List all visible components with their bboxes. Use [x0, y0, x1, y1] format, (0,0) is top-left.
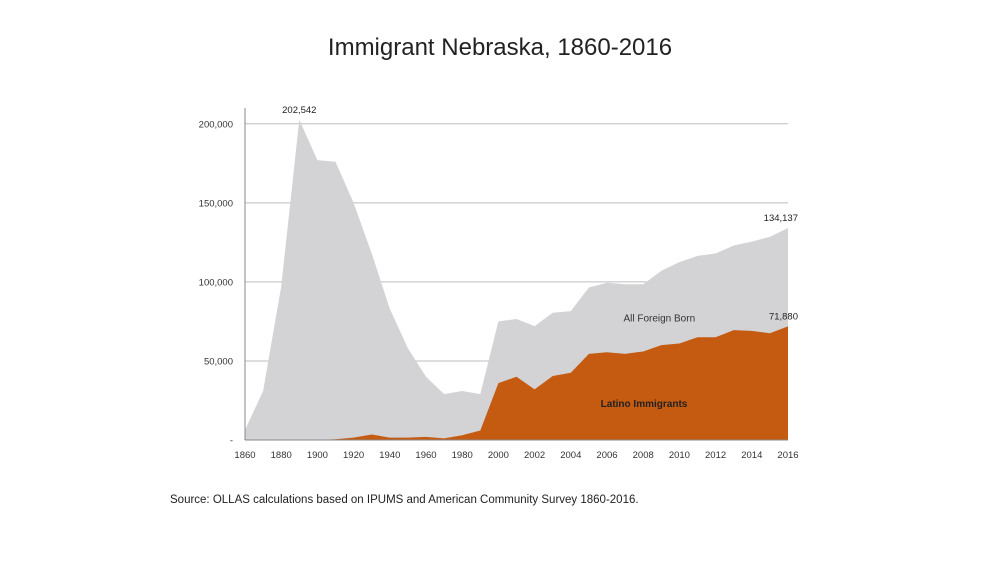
chart-title: Immigrant Nebraska, 1860-2016: [327, 34, 673, 61]
y-tick-label: 150,000: [199, 198, 233, 209]
x-tick-label: 2012: [705, 450, 726, 461]
x-tick-label: 2010: [669, 450, 690, 461]
x-tick-label: 1960: [415, 450, 436, 461]
x-tick-label: 1980: [452, 450, 473, 461]
y-tick-label: 100,000: [199, 277, 233, 288]
x-tick-label: 2004: [560, 450, 581, 461]
x-tick-label: 2014: [741, 450, 762, 461]
data-labels: 202,542 134,137 71,880: [282, 105, 798, 323]
latino-immigrants-area: [245, 326, 788, 440]
x-tick-label: 2002: [524, 450, 545, 461]
data-label: 71,880: [769, 311, 798, 322]
series-label-all-foreign-born: All Foreign Born: [623, 313, 695, 324]
y-tick-label: -: [230, 436, 233, 447]
x-tick-label: 2008: [633, 450, 654, 461]
x-tick-label: 1920: [343, 450, 364, 461]
source-note: Source: OLLAS calculations based on IPUM…: [170, 494, 639, 506]
x-tick-label: 2006: [596, 450, 617, 461]
x-axis-ticks: 1860 1880 1900 1920 1940 1960 1980 2000 2002 2004…: [234, 450, 798, 461]
y-tick-label: 200,000: [199, 119, 233, 130]
x-tick-label: 2016: [777, 450, 798, 461]
x-tick-label: 1880: [271, 450, 292, 461]
series-label-latino-immigrants: Latino Immigrants: [601, 399, 688, 410]
data-label: 134,137: [764, 213, 798, 224]
x-tick-label: 1940: [379, 450, 400, 461]
x-tick-label: 1900: [307, 450, 328, 461]
data-label: 202,542: [282, 105, 316, 116]
x-tick-label: 2000: [488, 450, 509, 461]
x-tick-label: 1860: [234, 450, 255, 461]
y-axis-ticks: - 50,000 100,000 150,000 200,000: [199, 119, 233, 446]
y-tick-label: 50,000: [204, 356, 233, 367]
